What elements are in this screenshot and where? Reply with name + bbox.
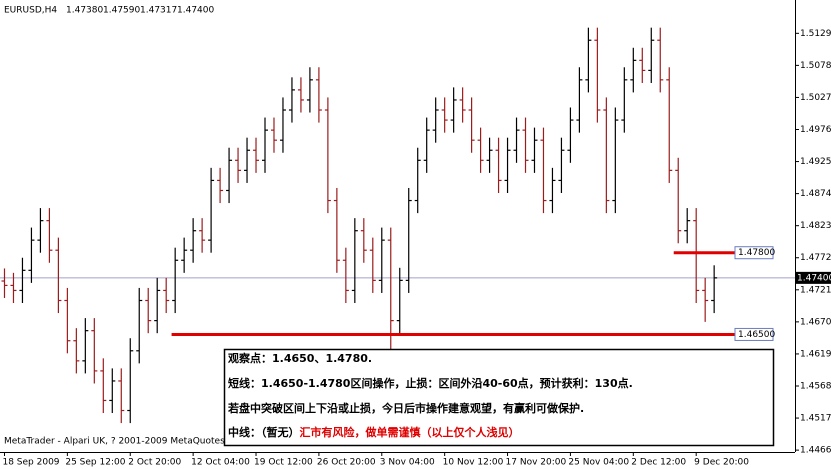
level-tag: [734, 327, 774, 341]
header-close: 1.47400: [177, 6, 214, 16]
y-tick-label: 1.46700: [800, 317, 831, 327]
x-tick-label: 25 Sep 12:00: [65, 458, 125, 468]
x-tick-label: 17 Nov 20:00: [506, 458, 567, 468]
level-tag: [734, 246, 774, 260]
x-tick-label: 12 Oct 04:00: [191, 458, 250, 468]
note-line: 中线：（暂无）汇市有风险，做单需谨慎（以上仅个人浅见）: [228, 425, 520, 439]
header-low: 1.47317: [140, 6, 177, 16]
footer: MetaTrader - Alpari UK, ? 2001-2009 Meta…: [4, 437, 294, 447]
y-tick-label: 1.45170: [800, 414, 831, 424]
symbol: EURUSD,H4: [4, 6, 57, 16]
note-line: 若盘中突破区间上下沿或止损，今日后市操作建意观望，有赢利可做保护.: [228, 401, 584, 415]
y-tick-label: 1.51290: [800, 29, 831, 39]
y-tick-label: 1.46190: [800, 349, 831, 359]
y-tick-label: 1.48740: [800, 189, 831, 199]
header-high: 1.47590: [103, 6, 140, 16]
level-label: 1.46500: [738, 330, 775, 340]
x-tick-label: 9 Dec 20:00: [694, 458, 749, 468]
x-tick-label: 25 Nov 04:00: [568, 458, 629, 468]
x-tick-label: 10 Nov 12:00: [443, 458, 504, 468]
level-label: 1.47800: [738, 248, 775, 258]
x-tick-label: 19 Oct 12:00: [254, 458, 313, 468]
y-tick-label: 1.44660: [800, 446, 831, 456]
x-tick-label: 18 Sep 2009: [2, 458, 59, 468]
x-tick-label: 2 Oct 20:00: [128, 458, 181, 468]
y-tick-label: 1.50780: [800, 61, 831, 71]
note-line: 短线：1.4650-1.4780区间操作，止损：区间外沿40-60点，预计获利：…: [228, 376, 633, 390]
y-tick-label: 1.45680: [800, 381, 831, 391]
last-price-label: 1.47400: [797, 273, 831, 283]
note-warning: 汇市有风险，做单需谨慎（以上仅个人浅见）: [300, 425, 520, 439]
y-tick-label: 1.50270: [800, 93, 831, 103]
y-tick-label: 1.47210: [800, 285, 831, 295]
note-box: [223, 348, 775, 447]
y-tick-label: 1.49760: [800, 125, 831, 135]
x-tick-label: 2 Dec 12:00: [631, 458, 686, 468]
y-tick-label: 1.49250: [800, 157, 831, 167]
y-tick-label: 1.48230: [800, 221, 831, 231]
last-price-tag: [795, 271, 831, 284]
y-tick-label: 1.47720: [800, 253, 831, 263]
header-open: 1.47380: [66, 6, 103, 16]
x-tick-label: 26 Oct 20:00: [317, 458, 376, 468]
note-text: 中线：（暂无）: [228, 425, 300, 439]
note-line: 观察点：1.4650、1.4780.: [228, 351, 372, 365]
x-tick-label: 3 Nov 04:00: [380, 458, 435, 468]
